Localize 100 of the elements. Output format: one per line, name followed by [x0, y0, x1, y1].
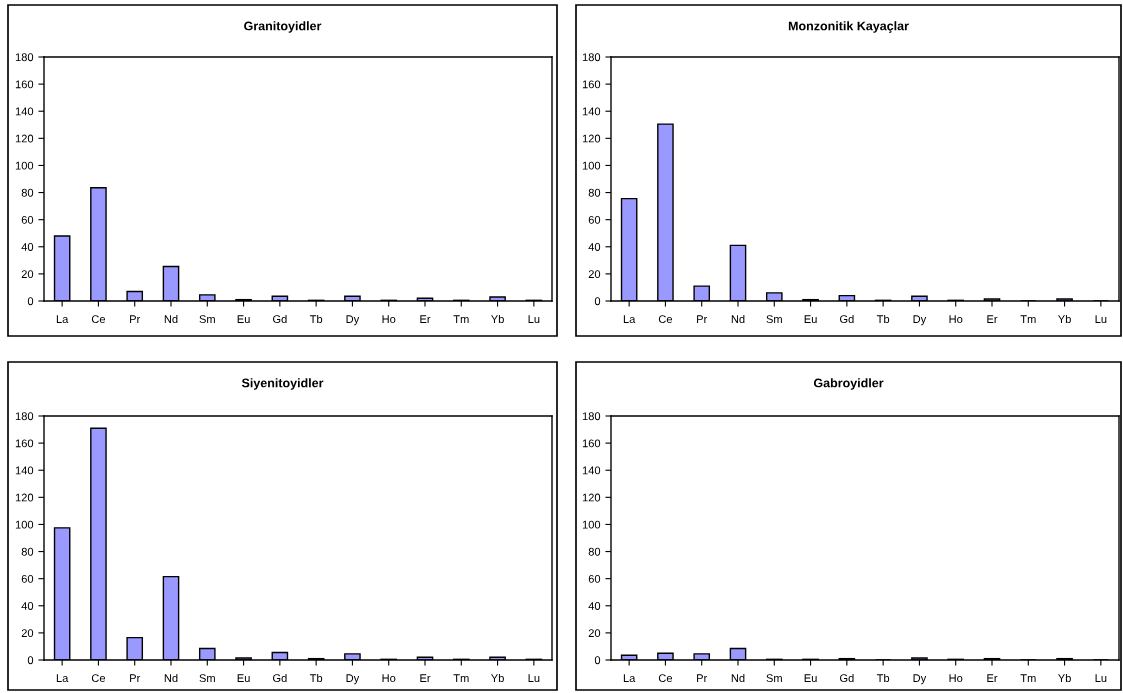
x-tick-label: Lu — [1095, 674, 1107, 683]
x-tick-label: Tm — [1020, 315, 1036, 323]
chart-title: Gabroyidler — [813, 378, 884, 390]
x-tick-label: Ce — [91, 315, 106, 324]
x-tick-label: Eu — [237, 674, 250, 683]
y-tick-label: 60 — [21, 574, 34, 583]
y-tick-label: 20 — [21, 270, 34, 279]
x-tick-label: Gd — [273, 673, 287, 683]
x-tick-label: Nd — [731, 314, 745, 324]
x-tick-label: Pr — [697, 315, 708, 323]
x-tick-label: Tb — [309, 314, 323, 324]
y-tick-label: 100 — [582, 161, 601, 170]
x-tick-label: Ce — [91, 674, 106, 683]
y-tick-label: 120 — [582, 493, 601, 502]
x-tick-label: Eu — [237, 315, 250, 324]
y-tick-label: 120 — [15, 493, 34, 502]
x-tick-label: Er — [420, 674, 431, 682]
x-tick-label: Yb — [491, 314, 504, 324]
y-tick-label: 140 — [582, 466, 601, 475]
x-tick-label: Ho — [382, 315, 396, 324]
x-tick-label: Pr — [130, 674, 141, 682]
x-tick-label: Tb — [309, 673, 323, 683]
x-tick-label: Tb — [876, 314, 890, 324]
x-tick-label: Ho — [382, 674, 396, 683]
x-tick-label: Yb — [491, 673, 504, 683]
y-tick-label: 120 — [582, 134, 601, 143]
y-tick-label: 100 — [582, 520, 601, 529]
y-tick-label: 80 — [21, 188, 34, 197]
y-tick-label: 100 — [15, 161, 34, 170]
x-tick-label: Sm — [199, 315, 215, 324]
x-tick-label: Lu — [528, 315, 540, 324]
y-tick-label: 20 — [588, 270, 601, 279]
x-tick-label: Lu — [1095, 315, 1107, 324]
x-tick-label: Pr — [697, 674, 708, 682]
chart-title: Siyenitoyidler — [241, 378, 324, 390]
x-tick-label: Tm — [1020, 674, 1036, 682]
x-tick-label: Dy — [913, 674, 927, 685]
y-tick-label: 160 — [582, 80, 601, 89]
x-tick-label: Gd — [273, 314, 287, 324]
x-tick-label: Nd — [164, 673, 178, 683]
x-tick-label: Ce — [658, 674, 673, 683]
y-tick-label: 40 — [21, 243, 34, 251]
y-tick-label: 0 — [27, 297, 34, 306]
x-tick-label: Lu — [528, 674, 540, 683]
y-tick-label: 20 — [21, 629, 34, 638]
y-tick-label: 60 — [21, 215, 34, 224]
x-tick-label: Er — [987, 315, 998, 323]
x-tick-label: Pr — [130, 315, 141, 323]
y-tick-label: 80 — [21, 547, 34, 556]
chart-title: Granitoyidler — [244, 21, 322, 33]
y-tick-label: 20 — [588, 629, 601, 638]
x-tick-label: Eu — [804, 315, 817, 324]
y-tick-label: 160 — [582, 439, 601, 448]
x-tick-label: La — [56, 315, 69, 324]
y-tick-label: 140 — [15, 466, 34, 475]
y-tick-label: 160 — [15, 80, 34, 89]
x-tick-label: Dy — [346, 674, 360, 685]
x-tick-label: Yb — [1058, 673, 1071, 683]
y-tick-label: 180 — [582, 53, 601, 62]
y-tick-label: 0 — [594, 656, 601, 665]
y-tick-label: 160 — [15, 439, 34, 448]
y-tick-label: 60 — [588, 574, 601, 583]
y-tick-label: 180 — [15, 53, 34, 62]
y-tick-label: 40 — [588, 243, 601, 251]
y-tick-label: 60 — [588, 215, 601, 224]
x-tick-label: Gd — [840, 314, 854, 324]
x-tick-label: Sm — [766, 674, 782, 683]
x-tick-label: Ce — [658, 315, 673, 324]
x-tick-label: Sm — [199, 674, 215, 683]
x-tick-label: Eu — [804, 674, 817, 683]
x-tick-label: Dy — [913, 315, 927, 326]
x-tick-label: Dy — [346, 315, 360, 326]
y-tick-label: 0 — [594, 297, 601, 306]
chart-title: Monzonitik Kayaçlar — [788, 21, 909, 33]
x-tick-label: Tm — [453, 315, 469, 323]
x-tick-label: La — [623, 315, 636, 324]
y-tick-label: 120 — [15, 134, 34, 143]
y-tick-label: 0 — [27, 656, 34, 665]
y-tick-label: 180 — [582, 412, 601, 421]
y-tick-label: 40 — [588, 602, 601, 610]
y-tick-label: 40 — [21, 602, 34, 610]
y-tick-label: 140 — [15, 107, 34, 116]
y-tick-label: 180 — [15, 412, 34, 421]
x-tick-label: Ho — [949, 674, 963, 683]
x-tick-label: Nd — [731, 673, 745, 683]
x-tick-label: Gd — [840, 673, 854, 683]
x-tick-label: Tb — [876, 673, 890, 683]
x-tick-label: Er — [420, 315, 431, 323]
x-tick-label: Nd — [164, 314, 178, 324]
x-tick-label: Tm — [453, 674, 469, 682]
x-tick-label: La — [56, 674, 69, 683]
x-tick-label: Er — [987, 674, 998, 682]
y-tick-label: 100 — [15, 520, 34, 529]
y-tick-label: 80 — [588, 547, 601, 556]
x-tick-label: Yb — [1058, 314, 1071, 324]
y-tick-label: 140 — [582, 107, 601, 116]
x-tick-label: La — [623, 674, 636, 683]
y-tick-label: 80 — [588, 188, 601, 197]
x-tick-label: Sm — [766, 315, 782, 324]
x-tick-label: Ho — [949, 315, 963, 324]
